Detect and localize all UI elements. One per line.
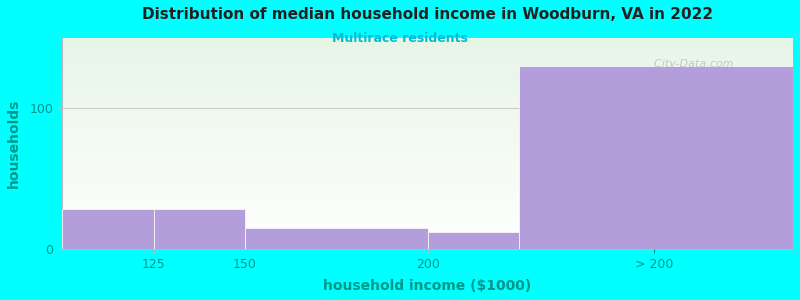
Bar [245,228,428,249]
Title: Distribution of median household income in Woodburn, VA in 2022: Distribution of median household income … [142,7,713,22]
Bar [62,209,154,249]
Bar [154,209,245,249]
Y-axis label: households: households [7,99,21,188]
Bar [519,66,793,249]
Text: City-Data.com: City-Data.com [647,59,734,69]
X-axis label: household income ($1000): household income ($1000) [323,279,532,293]
Bar [428,232,519,249]
Text: Multirace residents: Multirace residents [332,32,468,44]
